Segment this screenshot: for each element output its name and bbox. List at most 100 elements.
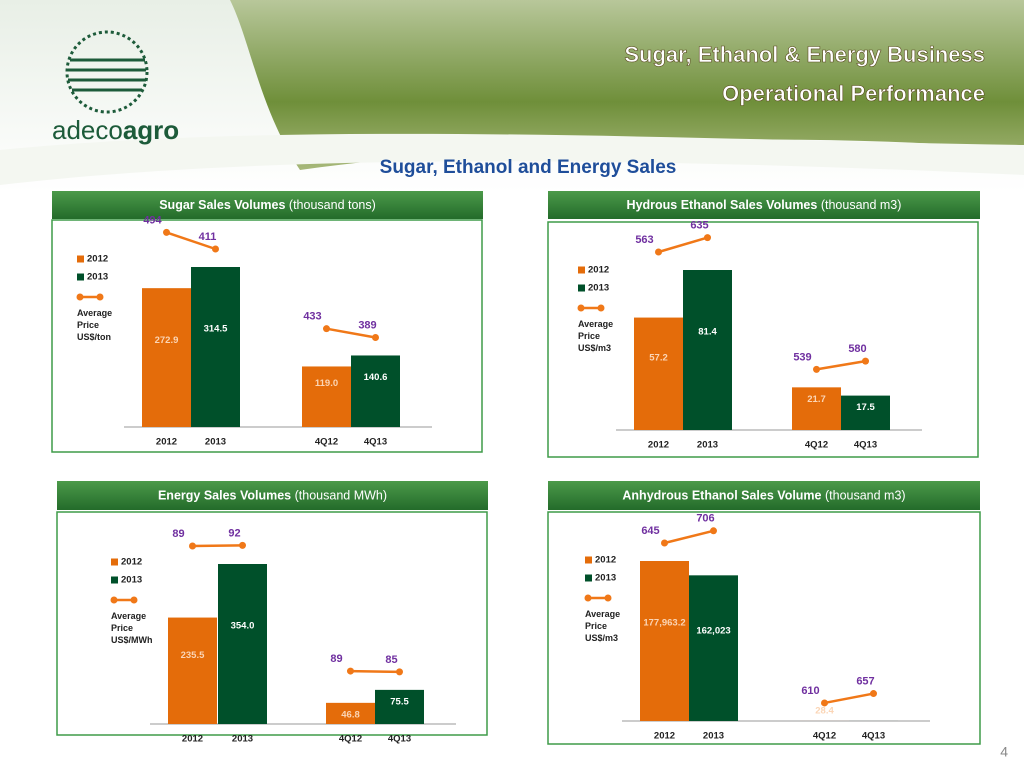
value-label: 48.4 (864, 705, 883, 716)
bar (683, 270, 732, 430)
legend-label: 2012 (588, 265, 609, 276)
price-marker (239, 541, 246, 549)
x-tick-label: 2013 (232, 734, 253, 745)
legend-label: 2013 (87, 272, 108, 283)
legend-marker (604, 594, 612, 602)
x-tick-label: 2012 (654, 731, 675, 742)
panel-title: Hydrous Ethanol Sales Volumes (thousand … (627, 198, 902, 212)
value-label: 162,023 (696, 625, 730, 636)
x-tick-label: 4Q13 (862, 731, 885, 742)
legend-marker (76, 293, 84, 301)
value-label: 272.9 (155, 335, 179, 346)
bar (142, 288, 191, 427)
panel (547, 511, 981, 745)
legend-label: 2012 (87, 254, 108, 265)
price-label: 539 (793, 351, 811, 363)
price-marker (661, 539, 668, 547)
legend-label: 2012 (121, 557, 142, 568)
value-label: 46.8 (341, 709, 360, 720)
value-label: 314.5 (204, 324, 228, 335)
page-number: 4 (1000, 744, 1008, 760)
legend-swatch (111, 558, 118, 566)
panel-title-bar (548, 191, 980, 219)
price-label: 657 (856, 675, 874, 687)
legend-label: 2013 (595, 573, 616, 584)
bar (640, 561, 689, 721)
legend-marker (597, 304, 605, 312)
legend-line-text: Average Price US$/m3 (578, 319, 614, 353)
legend-line-text: Average Price US$/m3 (585, 609, 621, 643)
header-image (230, 0, 1024, 170)
bar (326, 702, 375, 724)
panel-title-bar (548, 481, 980, 510)
panel-title: Anhydrous Ethanol Sales Volume (thousand… (622, 489, 905, 503)
x-tick-label: 4Q12 (813, 731, 836, 742)
price-line (192, 544, 243, 548)
legend-marker (110, 596, 118, 604)
price-line (166, 231, 216, 251)
x-tick-label: 4Q13 (364, 437, 387, 448)
price-marker (212, 245, 219, 253)
value-label: 235.5 (181, 650, 205, 661)
legend-marker (584, 594, 592, 602)
panel-title-unit: (thousand m3) (825, 489, 906, 503)
price-label: 610 (801, 685, 819, 697)
slide-title: Sugar, Ethanol & Energy Business (624, 42, 985, 67)
price-marker (163, 228, 170, 236)
price-line (816, 359, 866, 371)
panel (51, 219, 483, 453)
price-marker (710, 527, 717, 535)
panel-title-unit: (thousand tons) (289, 198, 376, 212)
price-marker (347, 667, 354, 675)
x-tick-label: 4Q12 (315, 437, 338, 448)
panel-title-bar (52, 191, 483, 219)
panel-title: Sugar Sales Volumes (thousand tons) (159, 198, 376, 212)
price-label: 89 (330, 653, 342, 665)
bar (351, 355, 400, 427)
x-tick-label: 2013 (697, 440, 718, 451)
x-tick-label: 2012 (648, 440, 669, 451)
x-tick-label: 4Q13 (854, 440, 877, 451)
value-label: 21.7 (807, 394, 826, 405)
value-label: 28.4 (815, 706, 834, 717)
value-label: 17.5 (856, 402, 875, 413)
logo-text: adecoagro (52, 115, 179, 145)
value-label: 177,963.2 (643, 618, 685, 629)
legend-swatch (585, 574, 592, 582)
price-marker (862, 357, 869, 365)
price-marker (396, 668, 403, 676)
panel-title-main: Hydrous Ethanol Sales Volumes (627, 198, 818, 212)
x-tick-label: 2013 (703, 731, 724, 742)
price-line (664, 529, 714, 545)
panel-title-bar (57, 481, 488, 510)
legend-line-label: Average Price US$/m3 (578, 319, 614, 353)
value-label: 57.2 (649, 353, 668, 364)
x-tick-label: 2012 (156, 437, 177, 448)
price-line (658, 236, 708, 254)
panel-title-main: Energy Sales Volumes (158, 489, 291, 503)
x-tick-label: 2013 (205, 437, 226, 448)
x-tick-label: 2012 (182, 734, 203, 745)
panel (547, 221, 979, 458)
x-tick-label: 4Q12 (339, 734, 362, 745)
value-label: 81.4 (698, 327, 717, 338)
section-title: Sugar, Ethanol and Energy Sales (380, 157, 677, 178)
bar (218, 564, 267, 724)
bar (168, 617, 217, 724)
legend-label: 2013 (588, 283, 609, 294)
legend-swatch (111, 576, 118, 584)
legend-swatch (578, 266, 585, 274)
bar (634, 317, 683, 430)
price-label: 85 (385, 654, 397, 666)
value-label: 119.0 (315, 378, 338, 389)
legend-line-text: Average Price US$/ton (77, 308, 113, 342)
legend-line-text: Average Price US$/MWh (111, 611, 153, 645)
x-tick-label: 4Q13 (388, 734, 411, 745)
legend-line-label: Average Price US$/m3 (585, 609, 621, 643)
legend-swatch (77, 273, 84, 281)
bar (191, 267, 240, 427)
value-label: 354.0 (231, 621, 255, 632)
bar (302, 366, 351, 427)
price-line (326, 327, 376, 339)
price-line (824, 692, 874, 705)
